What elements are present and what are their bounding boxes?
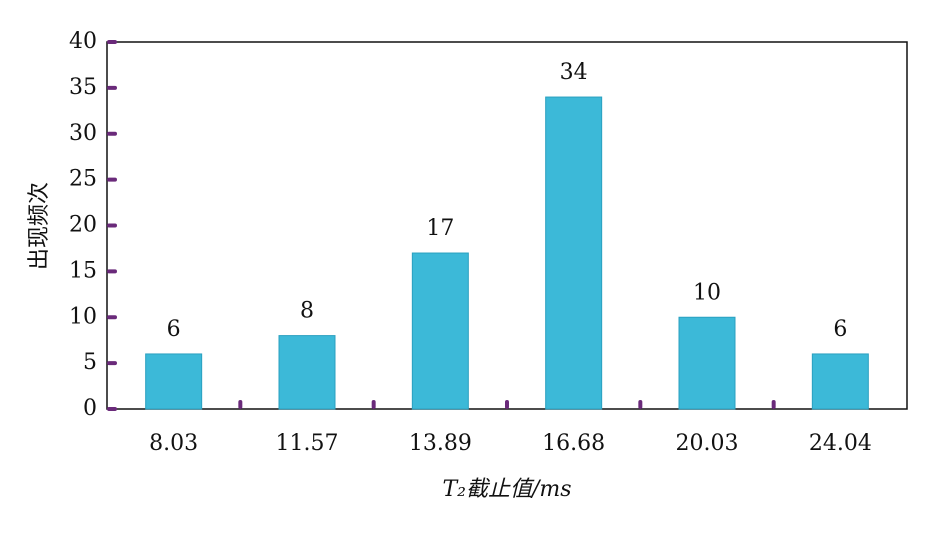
y-tick-label: 25 (69, 167, 97, 192)
x-tick-label: 24.04 (809, 431, 872, 456)
data-label: 6 (833, 317, 847, 342)
bar (678, 316, 736, 410)
x-tick-label: 11.57 (276, 431, 339, 456)
x-tick-label: 20.03 (676, 431, 739, 456)
bar (145, 353, 203, 410)
y-tick-label: 10 (69, 304, 97, 329)
y-axis-label: 出现频次 (27, 182, 52, 270)
y-tick-label: 40 (69, 29, 97, 54)
y-tick-label: 0 (83, 396, 97, 421)
bar (411, 252, 469, 410)
plot-frame (106, 41, 908, 410)
x-axis-label: T₂截止值/ms (442, 477, 571, 502)
x-tick-label: 16.68 (542, 431, 605, 456)
y-tick-label: 30 (69, 121, 97, 146)
data-label: 17 (426, 216, 454, 241)
y-tick-label: 5 (83, 350, 97, 375)
y-tick-label: 15 (69, 258, 97, 283)
data-label: 8 (300, 299, 314, 324)
bar (545, 96, 603, 410)
x-tick-label: 13.89 (409, 431, 472, 456)
bar (811, 353, 869, 410)
data-label: 10 (693, 280, 721, 305)
x-tick-label: 8.03 (149, 431, 198, 456)
data-label: 6 (167, 317, 181, 342)
y-tick-label: 20 (69, 213, 97, 238)
bar (278, 335, 336, 410)
data-label: 34 (560, 60, 588, 85)
y-tick-label: 35 (69, 75, 97, 100)
